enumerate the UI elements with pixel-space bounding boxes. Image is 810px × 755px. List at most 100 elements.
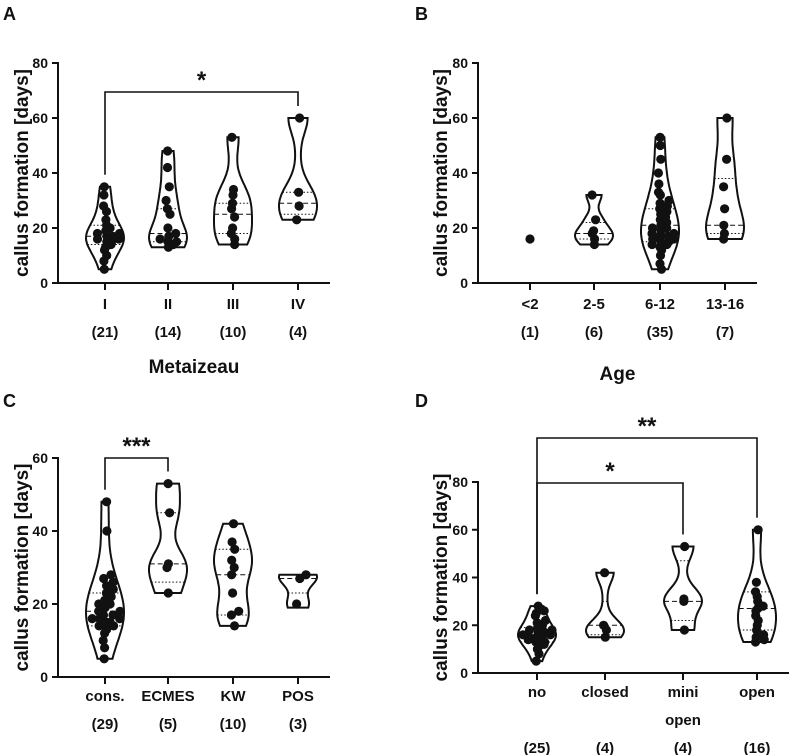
x-tick-label: (10) [220, 324, 247, 341]
data-point [655, 259, 665, 269]
significance-bracket [536, 437, 758, 595]
data-point [654, 179, 664, 189]
data-point [647, 223, 658, 233]
data-point [655, 198, 665, 208]
data-point [292, 215, 302, 225]
data-point [230, 212, 240, 222]
violin-shape [148, 482, 188, 594]
data-point [228, 519, 239, 529]
y-axis-label: callus formation [days] [12, 464, 33, 672]
x-tick-label: (7) [716, 324, 734, 341]
data-point [164, 231, 174, 241]
data-point [525, 234, 535, 244]
x-tick-label: open [665, 712, 701, 729]
data-point [655, 132, 665, 142]
data-point [524, 625, 535, 635]
x-tick-label: POS [282, 688, 314, 705]
x-tick-label: mini [668, 684, 699, 701]
x-tick-label: II [164, 296, 172, 313]
data-point [155, 234, 165, 244]
x-tick-label: no [528, 684, 546, 701]
data-point [226, 610, 236, 620]
data-point [228, 588, 238, 598]
data-point [722, 154, 732, 164]
data-point [540, 627, 550, 638]
data-point [295, 113, 305, 123]
x-tick-label: (5) [159, 716, 177, 733]
data-point [531, 608, 541, 618]
significance-label: * [197, 67, 207, 94]
data-point [99, 264, 109, 274]
data-point [163, 559, 173, 569]
y-tick-label: 60 [452, 522, 468, 538]
x-tick-label: (4) [674, 740, 692, 755]
data-point [655, 140, 665, 151]
x-tick-label: open [739, 684, 775, 701]
data-point [547, 625, 557, 635]
y-tick-label: 80 [452, 55, 468, 71]
x-tick-label: (35) [647, 324, 674, 341]
data-point [653, 187, 664, 197]
data-point [101, 588, 111, 598]
y-axis-label: callus formation [days] [431, 474, 452, 682]
violin-shape [278, 117, 318, 221]
data-point [600, 632, 610, 642]
y-tick-label: 60 [32, 110, 48, 126]
x-tick-label: (4) [596, 740, 614, 755]
data-point [679, 594, 689, 604]
panel-letter-c: C [3, 391, 16, 411]
data-point [589, 226, 599, 236]
data-point [751, 577, 762, 587]
data-point [227, 198, 238, 208]
data-point [722, 113, 732, 123]
panel-letter-b: B [415, 4, 428, 24]
data-point [164, 182, 174, 192]
data-point [172, 237, 182, 247]
data-point [587, 190, 597, 200]
data-point [759, 630, 769, 640]
y-tick-label: 40 [452, 570, 468, 586]
x-tick-label: (29) [92, 716, 119, 733]
data-point [227, 555, 237, 565]
data-point [229, 621, 240, 631]
panel-letter-d: D [415, 391, 428, 411]
y-tick-label: 0 [40, 275, 48, 291]
significance-bracket [104, 91, 299, 175]
data-point [106, 570, 116, 580]
data-point [230, 544, 240, 554]
data-point [301, 570, 311, 580]
x-tick-label: 6-12 [645, 296, 675, 313]
x-axis-label: Metaizeau [149, 357, 240, 378]
y-axis-label: callus formation [days] [431, 69, 452, 277]
x-tick-label: 2-5 [583, 296, 605, 313]
data-point [162, 162, 173, 173]
x-tick-label: (6) [585, 324, 603, 341]
data-point [98, 635, 108, 646]
data-point [99, 190, 109, 200]
data-point [719, 220, 729, 230]
significance-label: * [605, 458, 615, 485]
data-point [171, 228, 181, 239]
y-tick-label: 0 [40, 669, 48, 685]
data-point [108, 610, 118, 620]
data-point [99, 573, 109, 584]
x-tick-label: IV [291, 296, 305, 313]
data-point [99, 201, 109, 211]
data-point [653, 168, 664, 178]
violin-shape [662, 545, 704, 631]
data-point [163, 146, 173, 156]
data-point [92, 228, 102, 239]
data-point [680, 541, 690, 552]
data-point [228, 223, 238, 233]
data-point [518, 630, 528, 640]
x-tick-label: 13-16 [706, 296, 744, 313]
data-point [162, 204, 172, 214]
data-point [753, 525, 763, 535]
y-tick-label: 60 [32, 450, 48, 466]
x-tick-label: <2 [521, 296, 538, 313]
